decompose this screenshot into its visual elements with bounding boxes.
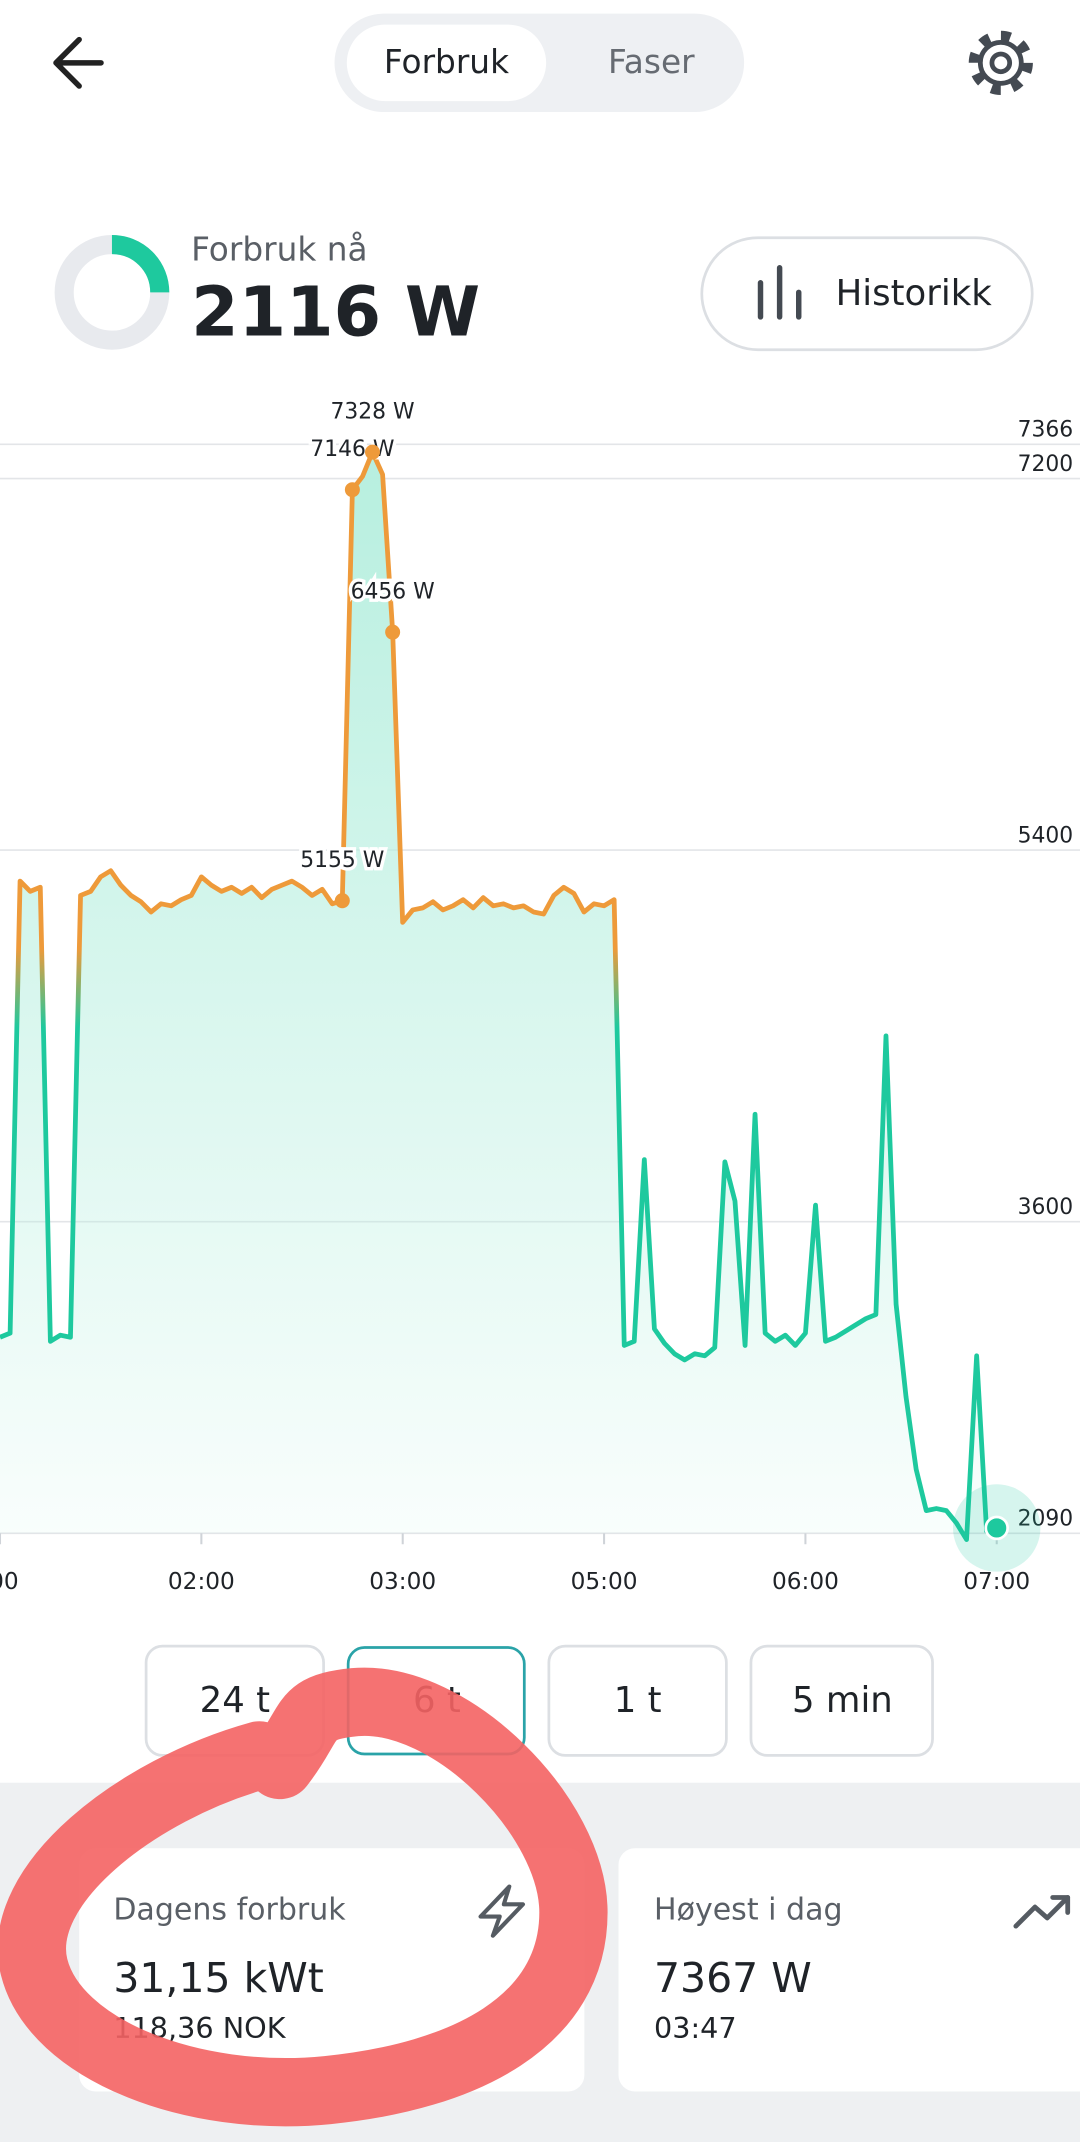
chart: 2090 3600 5400 7200 7366 :00 02:00 03:00 05:00 06… — [0, 396, 1080, 1595]
range-label[interactable]: 5 min — [792, 1680, 893, 1721]
x-tick-label: 02:00 — [168, 1568, 235, 1595]
history-icon — [757, 265, 802, 320]
line — [0, 449, 998, 1542]
history-label[interactable]: Historikk — [836, 273, 993, 314]
y-tick-label: 3600 — [1018, 1195, 1074, 1220]
x-tick-label: :00 — [0, 1568, 19, 1595]
y-tick-label: 5400 — [1018, 823, 1074, 848]
data-label: 5155 W — [300, 848, 384, 873]
history-button[interactable] — [700, 236, 1034, 352]
range-button[interactable] — [547, 1644, 728, 1757]
tab[interactable]: Faser — [608, 43, 695, 81]
data-label: 7328 W — [330, 400, 414, 425]
card-title: Høyest i dag — [654, 1893, 843, 1928]
marker — [364, 444, 381, 460]
y-tick-label: 2090 — [1018, 1507, 1074, 1532]
card-value: 31,15 kWt — [113, 1954, 324, 2002]
area — [0, 452, 997, 1540]
card-title: Dagens forbruk — [113, 1893, 346, 1928]
now-label: Forbruk nå — [191, 230, 367, 268]
red-annotation — [0, 1667, 608, 2127]
settings-button[interactable] — [968, 30, 1033, 95]
back-button[interactable] — [53, 36, 104, 89]
current-point — [984, 1515, 1010, 1541]
x-tick-label: 05:00 — [571, 1568, 638, 1595]
range-label[interactable]: 24 t — [200, 1680, 270, 1721]
card-value: 7367 W — [654, 1954, 812, 2002]
marker — [344, 482, 360, 498]
card-sub: 03:47 — [654, 2011, 737, 2045]
x-tick-label: 03:00 — [369, 1568, 436, 1595]
tab[interactable]: Forbruk — [384, 43, 509, 81]
x-tick-label: 07:00 — [963, 1568, 1030, 1595]
data-label: 6456 W — [351, 580, 435, 605]
trend-icon — [1013, 1895, 1071, 1929]
lightning-icon — [478, 1884, 525, 1938]
gauge-arc — [111, 234, 170, 293]
y-tick-label: 7366 — [1018, 418, 1074, 443]
marker — [334, 893, 350, 909]
card — [618, 1848, 1080, 2092]
tab-active[interactable] — [346, 24, 547, 102]
now-value: 2116 W — [191, 273, 480, 352]
range-button[interactable] — [749, 1644, 934, 1757]
marker — [385, 624, 401, 640]
data-label: 7146 W — [310, 437, 394, 462]
range-label[interactable]: 1 t — [614, 1680, 662, 1721]
y-tick-label: 7200 — [1018, 452, 1074, 477]
x-tick-label: 06:00 — [772, 1568, 839, 1595]
